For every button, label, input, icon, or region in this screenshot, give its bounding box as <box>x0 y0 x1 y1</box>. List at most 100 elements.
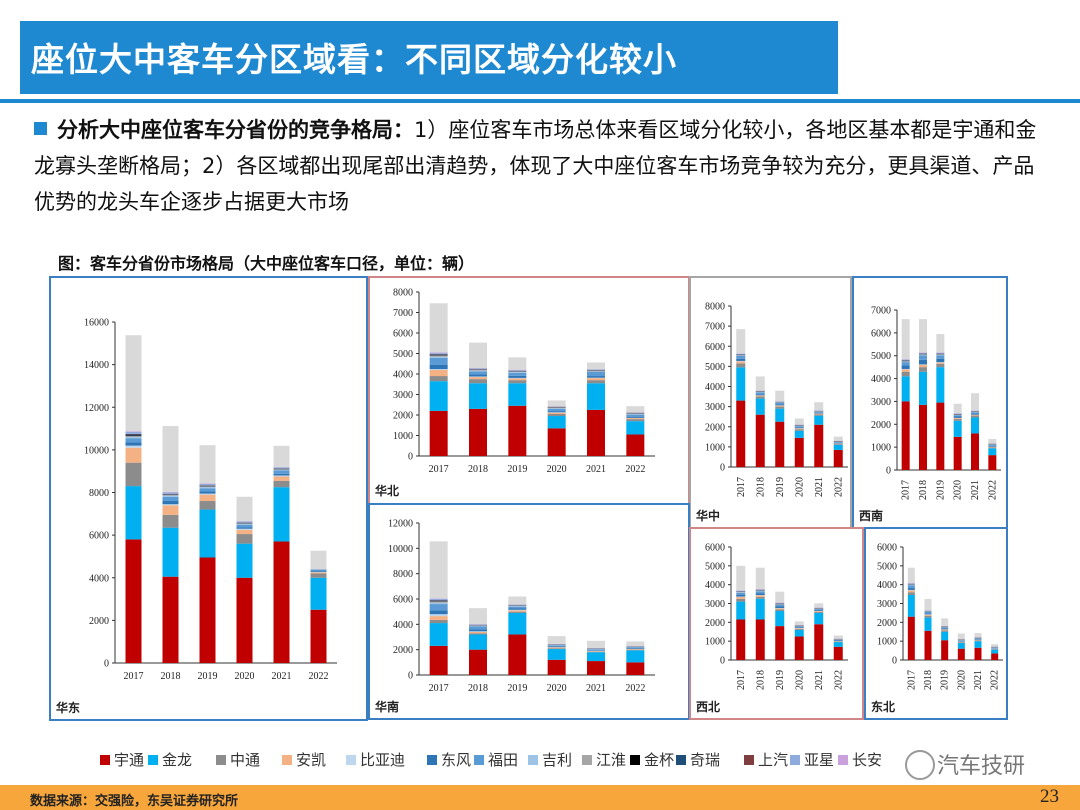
y-tick-label: 2000 <box>705 422 725 433</box>
bar-segment-安凯 <box>508 610 527 612</box>
bar-segment-福田 <box>988 444 997 446</box>
bar-segment-亚星 <box>429 598 448 601</box>
y-tick-label: 0 <box>408 452 413 463</box>
bar-segment-宇通 <box>775 421 785 467</box>
bar-segment-其他 <box>988 438 997 444</box>
bar-segment-中通 <box>736 363 746 368</box>
y-tick-label: 5000 <box>877 561 897 572</box>
y-tick-label: 2000 <box>393 411 413 422</box>
bar-segment-其他 <box>755 567 765 589</box>
bar-segment-江淮 <box>273 469 290 470</box>
legend-swatch-东风 <box>427 755 437 765</box>
x-tick-label: 2018 <box>468 683 488 694</box>
y-tick-label: 8000 <box>705 302 725 313</box>
bar-segment-其他 <box>833 436 843 441</box>
bar-segment-亚星 <box>236 521 253 523</box>
legend-swatch-安凯 <box>282 755 292 765</box>
bar-segment-安凯 <box>814 413 824 415</box>
bar-segment-福田 <box>736 592 746 595</box>
title-divider <box>0 99 1080 103</box>
bar-segment-安凯 <box>794 428 804 430</box>
bar-segment-亚星 <box>919 352 927 354</box>
bar-segment-福田 <box>794 426 804 428</box>
bar-segment-宇通 <box>273 541 290 663</box>
y-tick-label: 6000 <box>393 329 413 340</box>
bar-segment-福田 <box>469 626 487 630</box>
bar-segment-宇通 <box>941 640 949 660</box>
bar-segment-其他 <box>508 357 527 370</box>
bar-segment-其他 <box>971 393 979 411</box>
bar-segment-其他 <box>273 445 290 468</box>
y-tick-label: 3000 <box>705 599 725 610</box>
x-tick-label: 2021 <box>970 480 981 500</box>
bar-segment-其他 <box>429 303 448 353</box>
bar-segment-安凯 <box>919 364 927 368</box>
bar-segment-江淮 <box>429 601 448 603</box>
x-tick-label: 2021 <box>586 683 606 694</box>
bar-segment-江淮 <box>626 413 645 415</box>
region-label-华南: 华南 <box>375 699 399 714</box>
bar-segment-中通 <box>936 363 945 368</box>
bar-segment-福田 <box>199 488 216 492</box>
bar-segment-宇通 <box>794 636 804 660</box>
x-tick-label: 2020 <box>953 480 964 500</box>
bar-segment-宇通 <box>587 661 605 675</box>
bar-segment-福田 <box>919 355 927 360</box>
y-tick-label: 1000 <box>705 637 725 648</box>
bar-segment-宇通 <box>794 437 804 467</box>
bar-segment-中通 <box>775 609 785 612</box>
x-tick-label: 2022 <box>625 683 645 694</box>
x-tick-label: 2018 <box>161 671 181 682</box>
bar-segment-金龙 <box>901 376 910 402</box>
y-tick-label: 1000 <box>877 637 897 648</box>
bar-segment-宇通 <box>924 630 932 660</box>
bar-segment-福田 <box>833 442 843 443</box>
bar-segment-宇通 <box>199 557 216 663</box>
x-tick-label: 2019 <box>507 464 527 475</box>
bar-segment-福田 <box>953 415 962 417</box>
bar-segment-中通 <box>469 633 487 635</box>
bar-segment-其他 <box>547 636 566 644</box>
bar-segment-中通 <box>587 380 605 384</box>
bar-segment-中通 <box>429 619 448 624</box>
panel-frame-西北 <box>689 527 864 720</box>
y-tick-label: 6000 <box>705 543 725 554</box>
bar-segment-宇通 <box>936 402 945 470</box>
bar-segment-奇瑞 <box>125 434 142 436</box>
bar-segment-东风 <box>587 650 605 651</box>
bar-segment-东风 <box>814 609 824 611</box>
bar-segment-福田 <box>236 524 253 528</box>
bar-segment-金龙 <box>974 641 982 648</box>
bar-segment-中通 <box>736 598 746 602</box>
legend-swatch-上汽 <box>744 755 754 765</box>
bar-segment-中通 <box>125 462 142 487</box>
bar-segment-宇通 <box>547 428 566 456</box>
bar-segment-中通 <box>587 651 605 653</box>
bar-segment-金龙 <box>924 617 932 631</box>
bar-segment-其他 <box>469 342 487 369</box>
x-tick-label: 2022 <box>987 480 998 500</box>
x-tick-label: 2018 <box>923 670 934 690</box>
x-tick-label: 2017 <box>736 477 747 497</box>
legend-label-亚星: 亚星 <box>804 751 834 769</box>
y-tick-label: 10000 <box>388 544 413 555</box>
bar-segment-亚星 <box>508 604 527 606</box>
bar-segment-安凯 <box>236 529 253 535</box>
x-tick-label: 2021 <box>586 464 606 475</box>
bar-segment-安凯 <box>626 418 645 420</box>
bar-segment-奇瑞 <box>429 354 448 356</box>
bar-segment-金龙 <box>794 629 804 637</box>
bar-segment-金龙 <box>429 381 448 411</box>
bar-segment-东风 <box>736 594 746 597</box>
y-tick-label: 2000 <box>877 618 897 629</box>
bar-segment-福田 <box>907 585 915 589</box>
bar-segment-其他 <box>587 362 605 370</box>
bar-segment-中通 <box>508 611 527 613</box>
bar-segment-比亚迪 <box>508 609 527 611</box>
bar-segment-金龙 <box>794 430 804 438</box>
y-tick-label: 3000 <box>877 599 897 610</box>
bar-segment-东风 <box>236 527 253 529</box>
bar-segment-宇通 <box>736 619 746 660</box>
bar-segment-宇通 <box>775 626 785 660</box>
bar-segment-江淮 <box>125 436 142 438</box>
